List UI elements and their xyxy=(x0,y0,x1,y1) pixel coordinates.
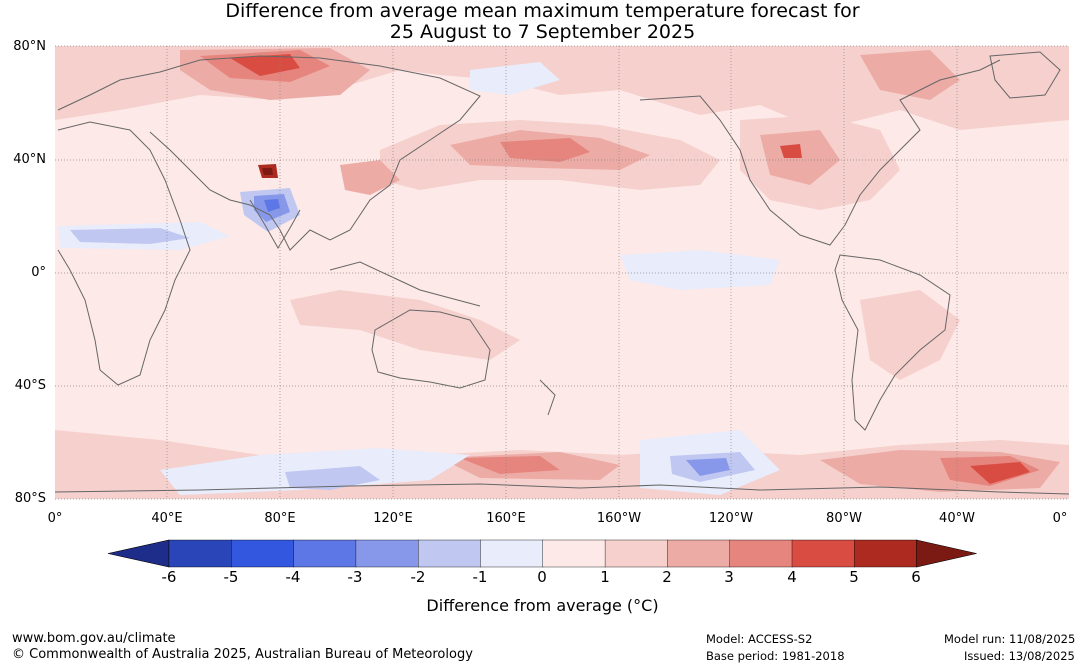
anomaly-region xyxy=(860,290,960,380)
lon-label: 40°W xyxy=(939,511,975,526)
colorbar-segment xyxy=(604,539,669,568)
anomaly-region xyxy=(970,462,1030,484)
anomaly-region xyxy=(860,50,960,100)
colorbar-tick-label: 1 xyxy=(600,568,610,586)
anomaly-region xyxy=(230,54,300,76)
coastline-new-zealand xyxy=(539,379,556,416)
coastline-indonesia xyxy=(329,261,481,307)
map-title-line-2: 25 August to 7 September 2025 xyxy=(389,21,696,43)
lat-label: 0° xyxy=(31,265,46,280)
anomaly-region xyxy=(262,168,273,175)
coastline-antarctica xyxy=(55,483,1069,495)
lon-label: 0° xyxy=(1052,511,1068,526)
anomaly-region xyxy=(70,228,190,244)
anomaly-region xyxy=(780,144,802,158)
lon-label: 80°W xyxy=(826,511,862,526)
colorbar-tick-label: -6 xyxy=(161,568,177,586)
lat-label: 80°S xyxy=(14,491,46,506)
colorbar-tick-label: -2 xyxy=(410,568,426,586)
anomaly-region xyxy=(460,456,560,474)
colorbar xyxy=(107,539,977,568)
website-url[interactable]: www.bom.gov.au/climate xyxy=(12,631,176,646)
model-run-date: Model run: 11/08/2025 xyxy=(944,632,1076,646)
colorbar-tick-label: 2 xyxy=(662,568,672,586)
colorbar-segment xyxy=(542,539,606,568)
coastline-south-america xyxy=(834,254,951,431)
colorbar-tick-label: 0 xyxy=(537,568,547,586)
colorbar-tick-label: -1 xyxy=(472,568,488,586)
anomaly-region xyxy=(340,160,400,195)
lon-label: 120°E xyxy=(373,511,413,526)
anomaly-region xyxy=(686,458,730,476)
coastline-eurasia xyxy=(57,55,481,251)
colorbar-segment xyxy=(480,539,544,568)
colorbar-segment xyxy=(168,539,232,568)
base-period: Base period: 1981-2018 xyxy=(706,649,845,663)
colorbar-tick-label: -3 xyxy=(347,568,363,586)
coastline-africa xyxy=(57,121,191,386)
anomaly-region xyxy=(500,138,590,162)
lat-label: 40°N xyxy=(13,152,46,167)
lat-label: 40°S xyxy=(14,378,46,393)
colorbar-tick-label: 5 xyxy=(849,568,859,586)
anomaly-region xyxy=(285,466,380,490)
coastline-greenland xyxy=(989,51,1061,99)
colorbar-segment xyxy=(355,539,419,568)
anomaly-region xyxy=(470,62,560,95)
lon-label: 160°E xyxy=(486,511,526,526)
lon-label: 80°E xyxy=(264,511,296,526)
coastline-australia xyxy=(371,309,491,389)
lon-label: 120°W xyxy=(708,511,754,526)
colorbar-segment xyxy=(854,539,918,568)
colorbar-segment xyxy=(791,539,855,568)
anomaly-region xyxy=(620,250,780,290)
coastline-india xyxy=(249,199,301,249)
colorbar-extend-low xyxy=(107,539,170,568)
map-title-line-1: Difference from average mean maximum tem… xyxy=(225,0,860,22)
colorbar-tick-label: 4 xyxy=(787,568,797,586)
copyright-text: © Commonwealth of Australia 2025, Austra… xyxy=(12,647,473,662)
colorbar-tick-label: -5 xyxy=(223,568,239,586)
map-background xyxy=(55,46,1069,499)
model-name: Model: ACCESS-S2 xyxy=(706,632,813,646)
coastlines xyxy=(55,51,1069,495)
colorbar-tick-label: 3 xyxy=(724,568,734,586)
colorbar-tick-label: -4 xyxy=(285,568,301,586)
colorbar-segment xyxy=(667,539,731,568)
lat-label: 80°N xyxy=(13,39,46,54)
colorbar-segment xyxy=(293,539,357,568)
lon-label: 160°W xyxy=(596,511,642,526)
colorbar-segment xyxy=(231,539,295,568)
colorbar-title: Difference from average (°C) xyxy=(426,596,659,615)
anomaly-region xyxy=(264,199,280,212)
anomaly-region xyxy=(290,290,520,360)
colorbar-segment xyxy=(418,539,482,568)
colorbar-tick-label: 6 xyxy=(911,568,921,586)
lon-label: 40°E xyxy=(151,511,183,526)
issued-date: Issued: 13/08/2025 xyxy=(964,649,1075,663)
coastline-north-america xyxy=(639,59,1001,246)
lon-label: 0° xyxy=(47,511,63,526)
colorbar-segment xyxy=(729,539,793,568)
gridlines xyxy=(55,45,1069,500)
colorbar-extend-high xyxy=(916,539,977,568)
